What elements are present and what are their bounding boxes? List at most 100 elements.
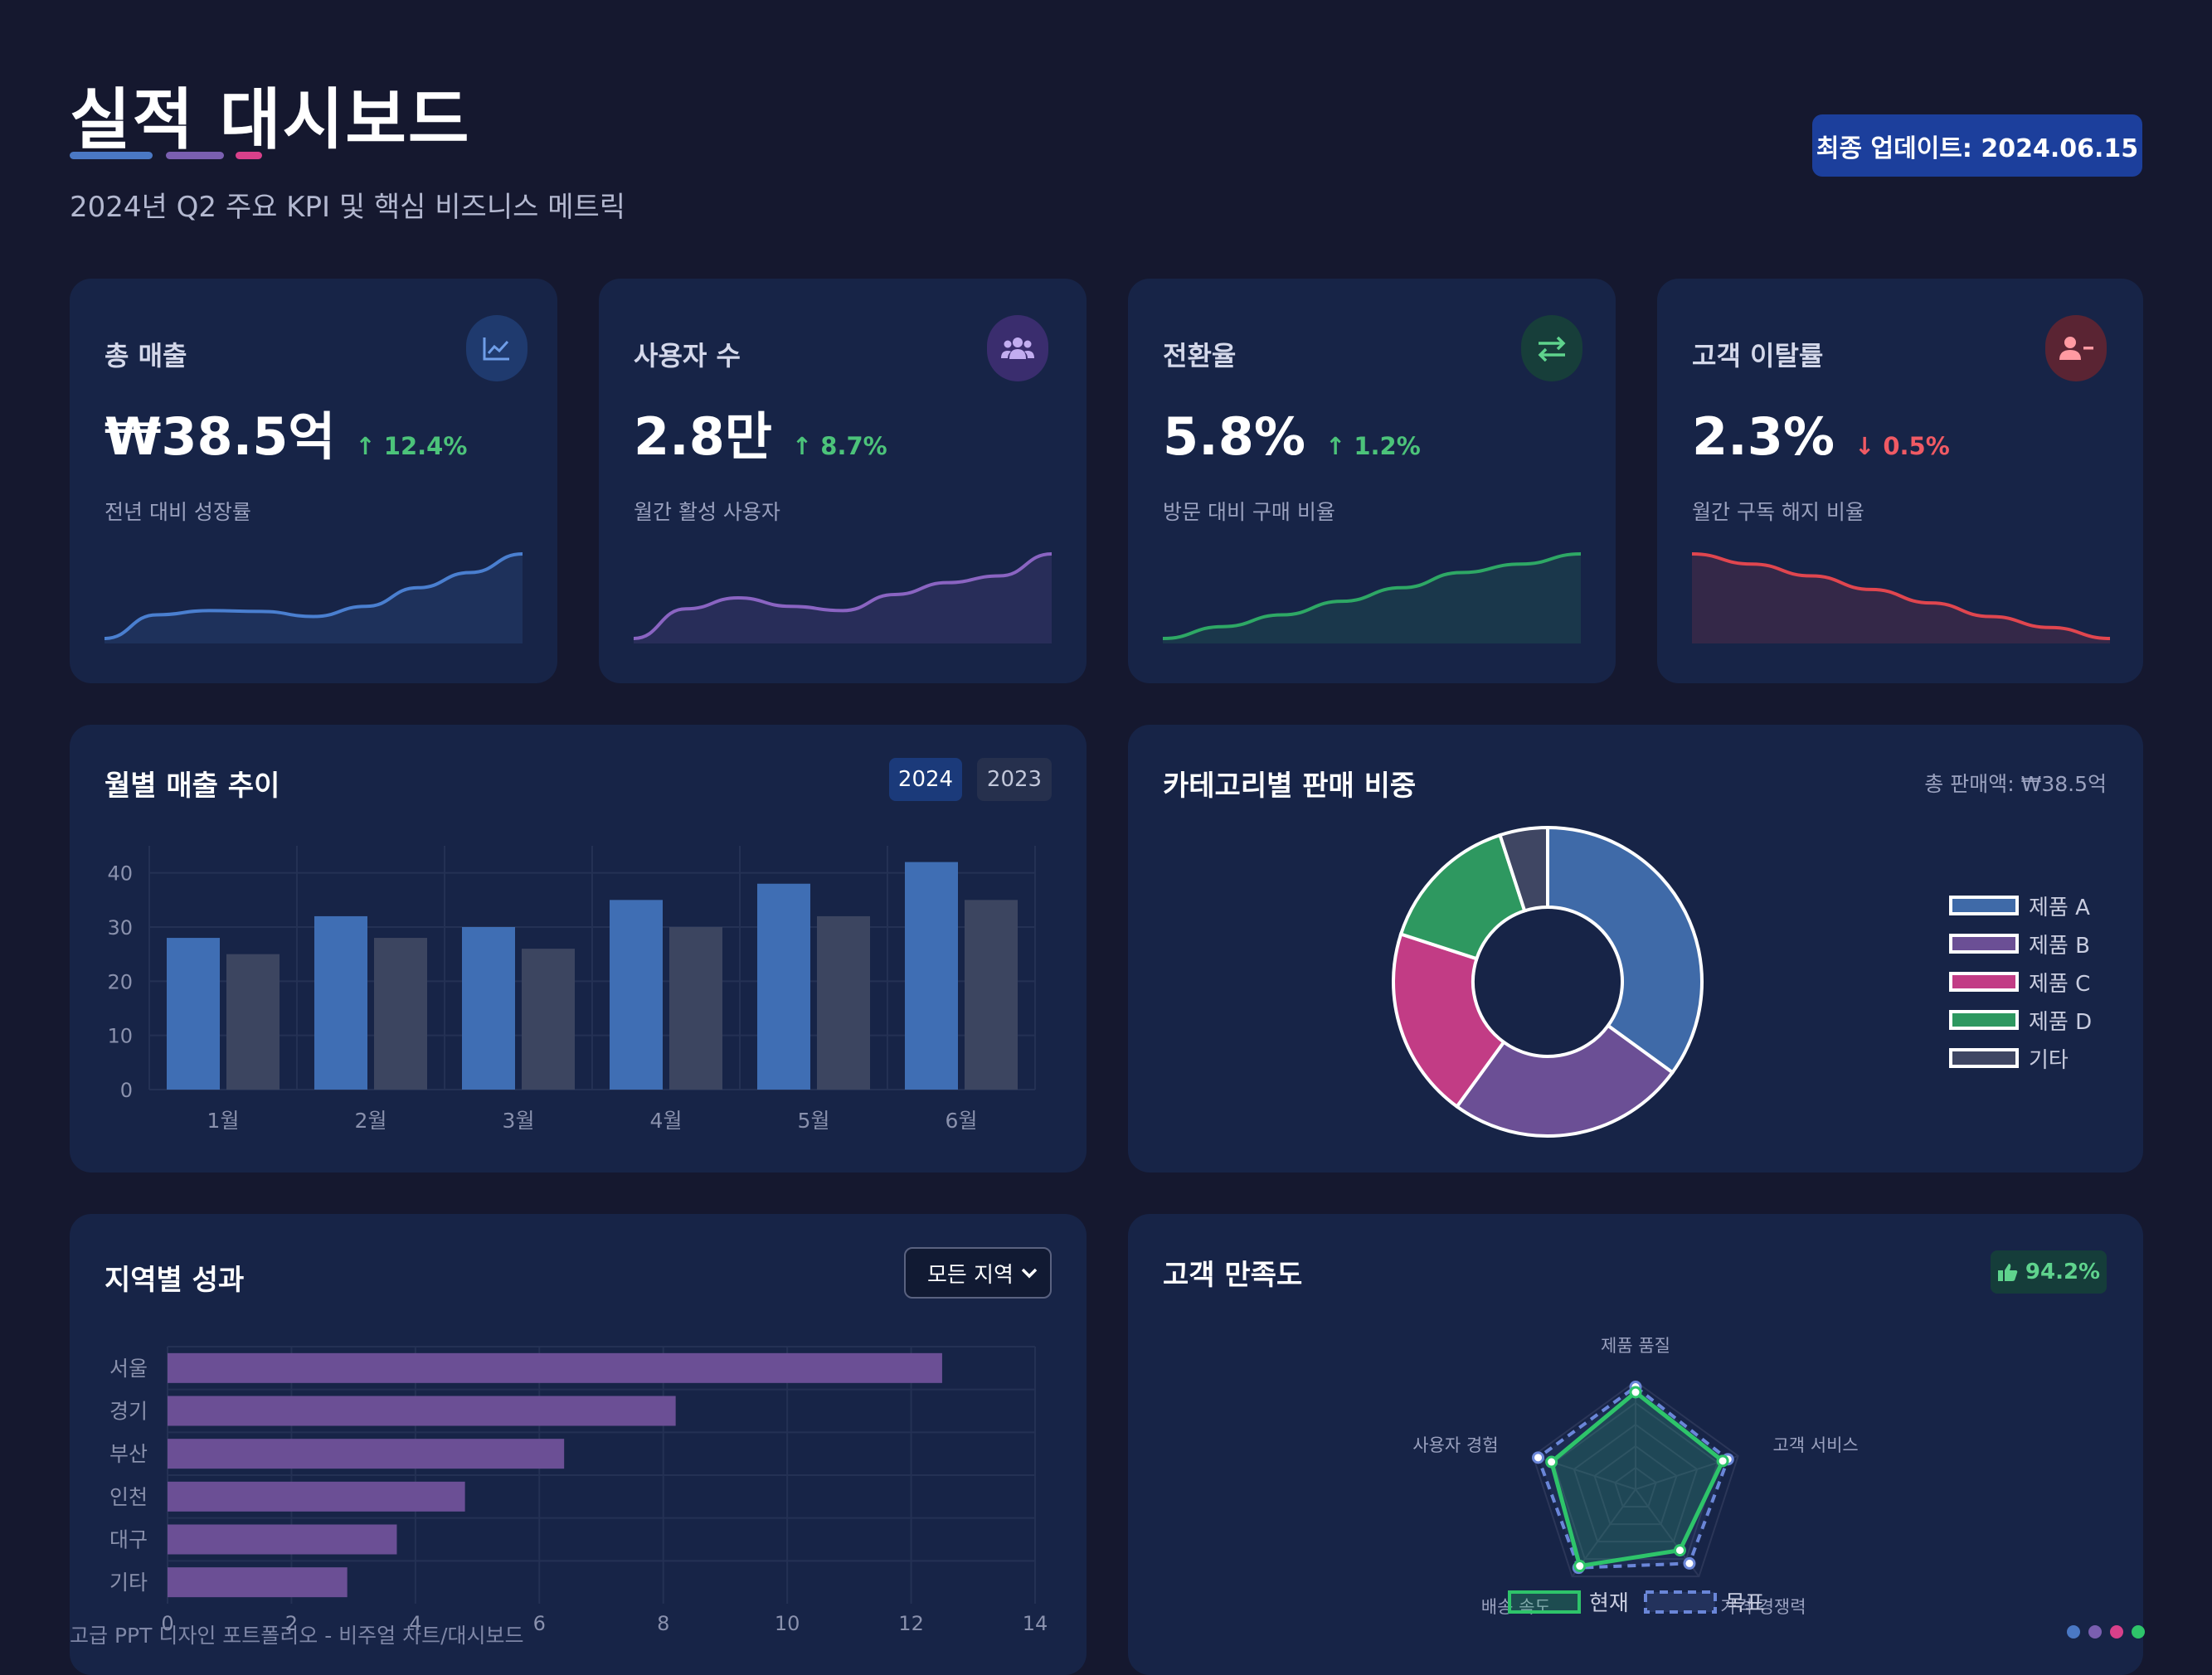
year-button-2023[interactable]: 2023 (977, 758, 1052, 801)
radar-point (1545, 1455, 1558, 1469)
sparkline-line (634, 552, 1052, 640)
sparkline-area (1692, 554, 2110, 643)
kpi-desc: 방문 대비 구매 비율 (1163, 500, 1335, 524)
chevron-down-icon (1020, 1260, 1038, 1291)
donut-slice-1 (1546, 825, 1704, 1075)
footer-dot (2088, 1625, 2102, 1639)
legend-item: 제품 B (1949, 925, 2092, 963)
radar-point (1683, 1556, 1696, 1570)
kpi-value-text: 5.8% (1163, 406, 1305, 467)
thumbs-up-icon (1997, 1262, 2019, 1282)
x-tick-label: 4월 (650, 1109, 683, 1133)
kpi-label: 총 매출 (105, 340, 187, 371)
legend-label: 제품 A (2029, 895, 2090, 920)
bar-2023-5월 (817, 915, 870, 1090)
bar-서울 (168, 1352, 942, 1383)
x-tick-label: 14 (1023, 1612, 1048, 1635)
legend-item: 제품 C (1949, 963, 2092, 1001)
bar-2023-6월 (965, 900, 1018, 1090)
donut-slice-4 (1398, 833, 1527, 961)
y-tick-label: 0 (120, 1079, 133, 1102)
y-tick-label: 대구 (109, 1528, 148, 1552)
y-tick-label: 20 (107, 970, 133, 993)
kpi-card-churn: 고객 이탈률 2.3% ↓ 0.5% 월간 구독 해지 비율 (1657, 279, 2143, 683)
y-tick-label: 기타 (109, 1571, 148, 1595)
sparkline-area (105, 554, 523, 643)
x-tick-label: 5월 (798, 1109, 830, 1133)
total-sales-label: 총 판매액: ₩38.5억 (1924, 772, 2107, 796)
bar-인천 (168, 1481, 465, 1512)
region-select[interactable]: 모든 지역 (904, 1247, 1052, 1299)
radar-legend-swatch (1508, 1590, 1581, 1614)
legend-swatch (1949, 972, 2019, 992)
category-legend: 제품 A 제품 B 제품 C 제품 D 기타 (1949, 886, 2092, 1077)
bar-부산 (168, 1439, 565, 1469)
sparkline-line (1163, 552, 1581, 640)
accent-bar-pink (236, 152, 262, 159)
radar-grid (1573, 1423, 1699, 1543)
kpi-sparkline (105, 552, 523, 643)
satisfaction-badge: 94.2% (1991, 1250, 2107, 1294)
x-tick-label: 6월 (946, 1109, 978, 1133)
radar-axis-label: 제품 품질 (1601, 1336, 1670, 1356)
bar-대구 (168, 1524, 397, 1555)
y-tick-label: 30 (107, 916, 133, 939)
bar-2024-6월 (905, 862, 958, 1090)
kpi-desc: 전년 대비 성장률 (105, 500, 251, 524)
footer-dot (2132, 1625, 2145, 1639)
sparkline-area (634, 554, 1052, 643)
radar-grid (1593, 1444, 1678, 1526)
category-donut-chart (1392, 825, 1704, 1138)
panel-title: 카테고리별 판매 비중 (1163, 770, 1417, 803)
bar-2023-2월 (374, 938, 427, 1090)
donut-slice-5 (1498, 825, 1549, 913)
radar-point (1716, 1454, 1729, 1468)
category-share-panel: 카테고리별 판매 비중 총 판매액: ₩38.5억 제품 A 제품 B 제품 C 제품… (1128, 725, 2143, 1172)
radar-point (1573, 1560, 1587, 1573)
sparkline-line (1692, 552, 2110, 640)
legend-label: 제품 B (2029, 933, 2090, 959)
accent-bar-purple (166, 152, 224, 159)
kpi-value: 2.3% ↓ 0.5% (1692, 411, 1950, 463)
y-tick-label: 인천 (109, 1485, 148, 1509)
users-icon (987, 315, 1048, 381)
kpi-value-text: 2.3% (1692, 406, 1835, 467)
legend-item: 제품 D (1949, 1001, 2092, 1039)
radar-series-현재 (1548, 1389, 1726, 1569)
x-tick-label: 4 (409, 1612, 421, 1635)
legend-item: 기타 (1949, 1039, 2092, 1077)
radar-legend-swatch (1644, 1590, 1717, 1614)
kpi-label: 사용자 수 (634, 340, 741, 371)
legend-item: 제품 A (1949, 886, 2092, 925)
page-subtitle: 2024년 Q2 주요 KPI 및 핵심 비즈니스 메트릭 (70, 191, 626, 224)
kpi-sparkline (634, 552, 1052, 643)
kpi-card-revenue: 총 매출 ₩38.5억 ↑ 12.4% 전년 대비 성장률 (70, 279, 557, 683)
bar-2024-1월 (167, 938, 220, 1090)
radar-point (1629, 1386, 1642, 1399)
kpi-card-users: 사용자 수 2.8만 ↑ 8.7% 월간 활성 사용자 (599, 279, 1087, 683)
radar-axis-label: 사용자 경험 (1412, 1435, 1498, 1455)
y-tick-label: 부산 (109, 1442, 148, 1466)
x-tick-label: 0 (161, 1612, 173, 1635)
kpi-desc: 월간 구독 해지 비율 (1692, 500, 1864, 524)
x-tick-label: 8 (657, 1612, 669, 1635)
kpi-card-conversion: 전환율 5.8% ↑ 1.2% 방문 대비 구매 비율 (1128, 279, 1616, 683)
legend-swatch (1949, 1048, 2019, 1068)
year-button-2024[interactable]: 2024 (889, 758, 962, 801)
radar-point (1532, 1451, 1545, 1464)
footer-dots (2067, 1625, 2153, 1639)
region-select-value: 모든 지역 (927, 1262, 1014, 1288)
legend-label: 기타 (2029, 1047, 2069, 1073)
user-minus-icon (2045, 315, 2107, 381)
x-tick-label: 3월 (503, 1109, 535, 1133)
panel-title: 지역별 성과 (105, 1264, 245, 1297)
title-accent-bars (70, 152, 401, 159)
kpi-change: ↑ 1.2% (1325, 432, 1421, 460)
region-performance-panel: 지역별 성과 모든 지역 0 2 4 6 8 10 12 14 서울 경기 부산 인천 대구 기타 (70, 1214, 1087, 1675)
accent-bar-blue (70, 152, 153, 159)
panel-title: 고객 만족도 (1163, 1259, 1303, 1292)
kpi-value: 5.8% ↑ 1.2% (1163, 411, 1421, 463)
legend-swatch (1949, 934, 2019, 954)
bar-2023-4월 (669, 927, 722, 1090)
